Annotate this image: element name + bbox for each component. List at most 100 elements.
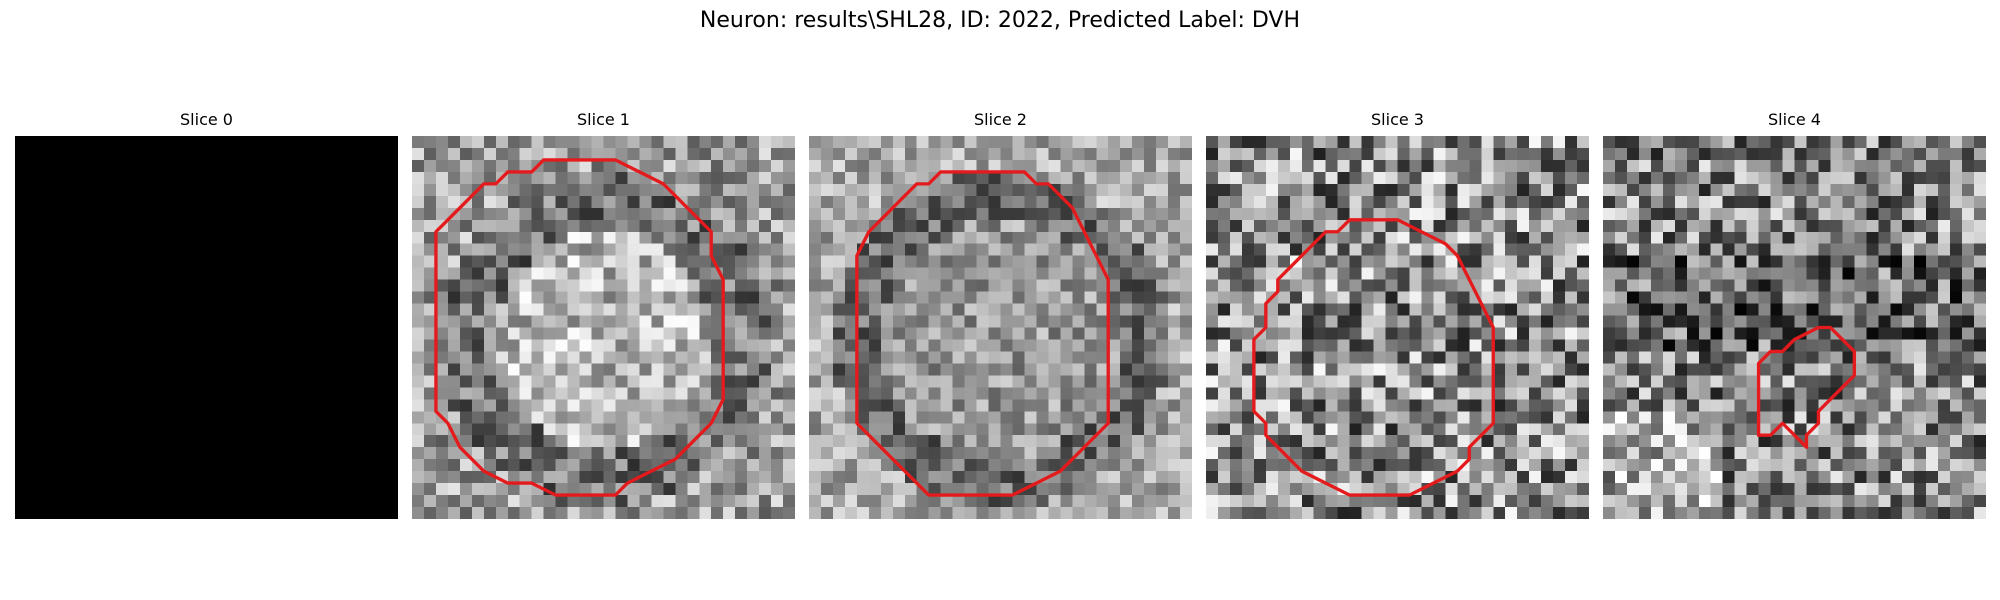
pixel-cell [1326,423,1338,435]
pixel-cell [977,375,989,387]
pixel-cell [412,363,424,375]
pixel-cell [1156,507,1168,519]
pixel-cell [1926,172,1938,184]
pixel-cell [556,172,568,184]
pixel-cell [1830,435,1842,447]
pixel-cell [1156,304,1168,316]
pixel-cell [1290,136,1302,148]
pixel-cell [1505,387,1517,399]
pixel-cell [75,363,87,375]
pixel-cell [171,172,183,184]
pixel-cell [135,136,147,148]
pixel-cell [1926,387,1938,399]
pixel-cell [1842,447,1854,459]
pixel-cell [881,471,893,483]
pixel-cell [362,256,374,268]
pixel-cell [230,435,242,447]
pixel-cell [1926,423,1938,435]
pixel-cell [290,375,302,387]
pixel-cell [592,232,604,244]
pixel-cell [1302,483,1314,495]
pixel-cell [711,244,723,256]
pixel-cell [1735,268,1747,280]
pixel-cell [1048,423,1060,435]
pixel-cell [1230,363,1242,375]
pixel-cell [1242,268,1254,280]
pixel-cell [350,375,362,387]
pixel-cell [941,435,953,447]
pixel-cell [977,471,989,483]
pixel-cell [1206,232,1218,244]
pixel-cell [1878,256,1890,268]
pixel-cell [1072,459,1084,471]
pixel-cell [51,244,63,256]
pixel-cell [1302,136,1314,148]
pixel-cell [1457,148,1469,160]
pixel-cell [51,339,63,351]
pixel-cell [845,184,857,196]
pixel-cell [63,375,75,387]
pixel-cell [905,447,917,459]
pixel-cell [1386,411,1398,423]
pixel-cell [1830,148,1842,160]
pixel-cell [171,244,183,256]
pixel-cell [15,411,27,423]
pixel-cell [1974,435,1986,447]
pixel-cell [639,447,651,459]
pixel-cell [1012,292,1024,304]
pixel-cell [374,244,386,256]
pixel-cell [747,423,759,435]
pixel-cell [771,328,783,340]
pixel-cell [1663,268,1675,280]
pixel-cell [15,435,27,447]
pixel-cell [1795,411,1807,423]
pixel-cell [1230,256,1242,268]
pixel-cell [869,316,881,328]
pixel-cell [821,411,833,423]
pixel-cell [1699,316,1711,328]
pixel-cell [1615,339,1627,351]
pixel-cell [195,351,207,363]
pixel-cell [386,387,398,399]
pixel-cell [1493,387,1505,399]
pixel-cell [771,268,783,280]
pixel-cell [965,495,977,507]
pixel-cell [651,411,663,423]
pixel-cell [1627,339,1639,351]
pixel-cell [1433,351,1445,363]
pixel-cell [809,375,821,387]
pixel-cell [1759,184,1771,196]
pixel-cell [675,411,687,423]
pixel-cell [965,328,977,340]
pixel-cell [735,339,747,351]
pixel-cell [1529,244,1541,256]
pixel-cell [1012,507,1024,519]
pixel-cell [953,196,965,208]
pixel-cell [1962,351,1974,363]
pixel-cell [1362,471,1374,483]
pixel-cell [1735,411,1747,423]
pixel-cell [1120,184,1132,196]
pixel-cell [1795,447,1807,459]
pixel-cell [350,363,362,375]
pixel-cell [1603,411,1615,423]
pixel-cell [183,423,195,435]
pixel-cell [604,136,616,148]
pixel-cell [123,220,135,232]
pixel-cell [99,280,111,292]
pixel-cell [1541,447,1553,459]
pixel-cell [99,244,111,256]
pixel-cell [735,363,747,375]
pixel-cell [472,268,484,280]
pixel-cell [1036,184,1048,196]
pixel-cell [207,232,219,244]
pixel-cell [520,208,532,220]
pixel-cell [111,304,123,316]
pixel-cell [568,220,580,232]
pixel-cell [663,316,675,328]
pixel-cell [735,304,747,316]
pixel-cell [1735,423,1747,435]
pixel-cell [1433,196,1445,208]
pixel-cell [687,220,699,232]
pixel-cell [833,375,845,387]
